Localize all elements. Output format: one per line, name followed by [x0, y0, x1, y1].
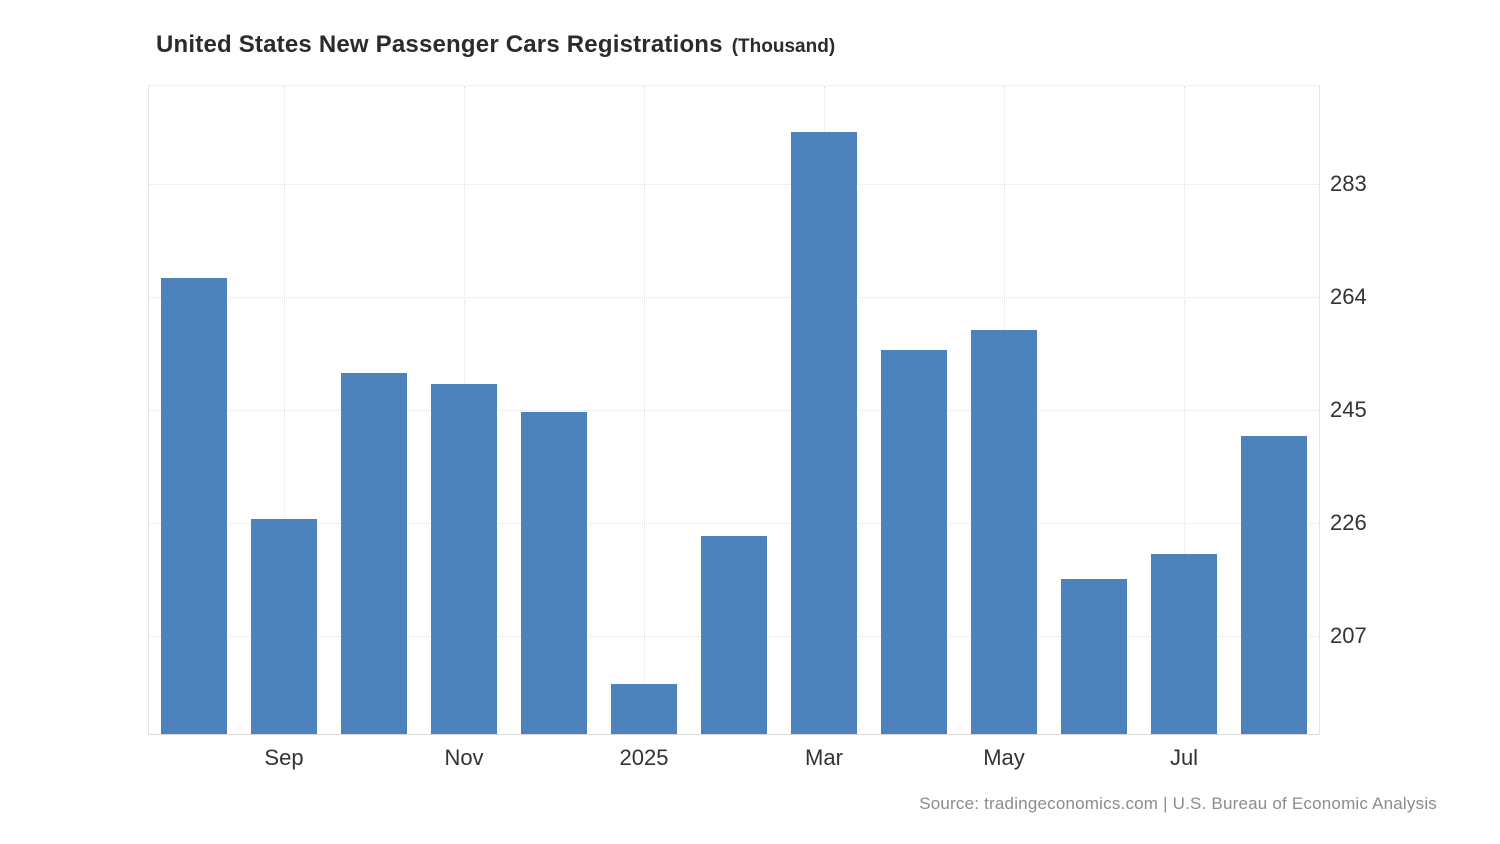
bar-jan-2025[interactable] — [611, 684, 677, 734]
y-axis-tick-label: 226 — [1330, 510, 1367, 536]
bar-oct-2024[interactable] — [341, 372, 407, 734]
y-axis-tick-label: 245 — [1330, 397, 1367, 423]
x-gridline — [284, 86, 285, 734]
chart-title-text: United States New Passenger Cars Registr… — [156, 31, 723, 58]
y-gridline — [149, 410, 1319, 412]
y-gridline — [149, 523, 1319, 525]
x-axis-tick-label: Sep — [264, 745, 304, 770]
source-credit: Source: tradingeconomics.com | U.S. Bure… — [919, 794, 1437, 813]
x-axis-tick-label: Jul — [1169, 745, 1199, 770]
bar-sep-2024[interactable] — [251, 519, 317, 734]
x-gridline — [644, 86, 645, 734]
bar-aug-2025[interactable] — [1241, 435, 1307, 734]
bar-aug-2024[interactable] — [161, 278, 227, 734]
bar-apr-2025[interactable] — [881, 349, 947, 734]
chart-title-unit: (Thousand) — [731, 36, 836, 57]
bar-jul-2025[interactable] — [1151, 554, 1217, 734]
x-axis-tick-label: Nov — [444, 745, 484, 770]
x-axis-tick-label: 2025 — [619, 745, 669, 770]
y-gridline — [149, 297, 1319, 299]
x-axis-tick-label: Mar — [805, 745, 843, 770]
bar-may-2025[interactable] — [971, 329, 1037, 734]
y-axis-tick-label: 207 — [1330, 623, 1367, 649]
bar-nov-2024[interactable] — [431, 383, 497, 734]
y-gridline — [149, 184, 1319, 186]
y-axis-tick-label: 283 — [1330, 171, 1367, 197]
bar-feb-2025[interactable] — [701, 536, 767, 734]
y-axis-tick-label: 264 — [1330, 284, 1367, 310]
x-gridline — [1184, 86, 1185, 734]
chart-title: United States New Passenger Cars Registr… — [156, 31, 835, 59]
bar-jun-2025[interactable] — [1061, 578, 1127, 734]
x-axis-tick-label: May — [983, 745, 1025, 770]
bar-mar-2025[interactable] — [791, 131, 857, 734]
bar-dec-2024[interactable] — [521, 411, 587, 734]
plot-area — [148, 85, 1320, 735]
